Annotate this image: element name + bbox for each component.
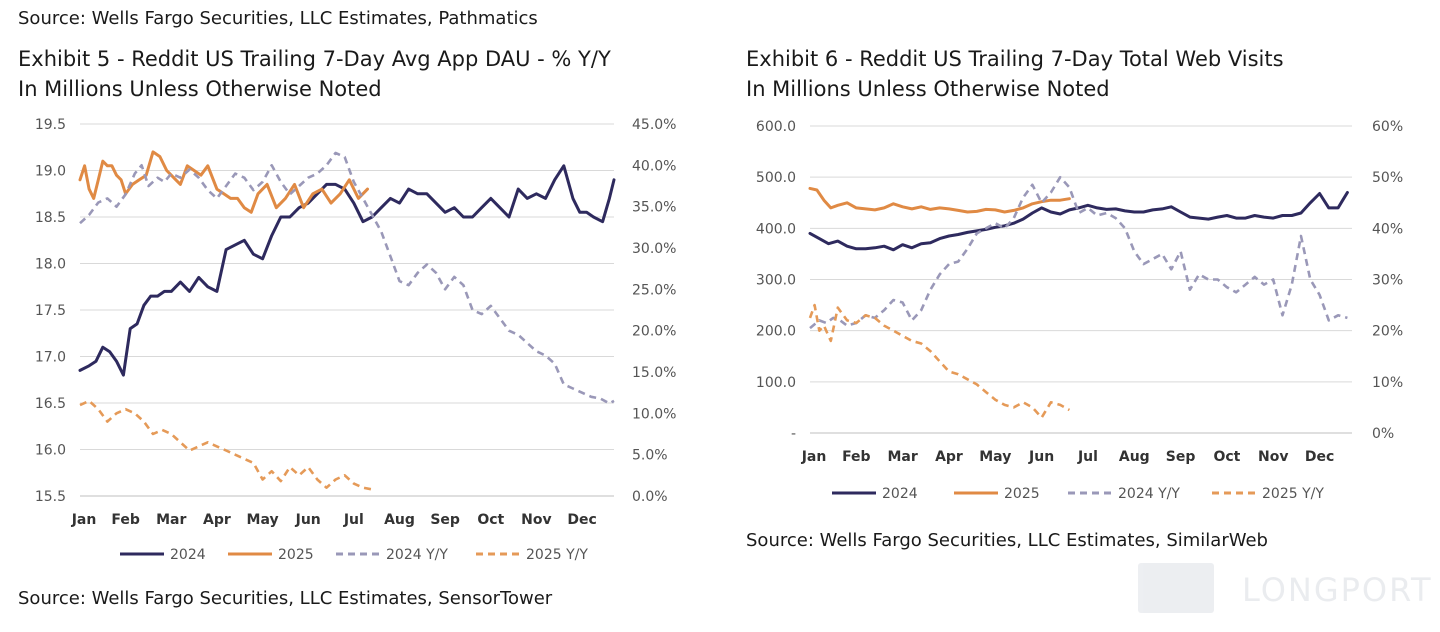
x-tick-label: Nov (521, 512, 551, 528)
y-tick-label: 18.0 (35, 257, 66, 273)
legend-label: 2024 Y/Y (1118, 486, 1180, 502)
legend-label: 2024 (882, 486, 918, 502)
y2-tick-label: 15.0% (632, 365, 676, 381)
x-tick-label: Apr (935, 449, 963, 465)
series-line-2025-y/y (79, 399, 373, 491)
y2-tick-label: 10.0% (632, 406, 676, 422)
y2-tick-label: 40.0% (632, 158, 676, 174)
x-tick-label: Dec (1305, 449, 1334, 465)
y2-tick-label: 20.0% (632, 324, 676, 340)
exhibit6-subtitle: In Millions Unless Otherwise Noted (746, 77, 1110, 101)
x-tick-label: Sep (430, 512, 460, 528)
y-tick-label: 300.0 (756, 273, 796, 289)
y-tick-label: 17.5 (35, 303, 66, 319)
exhibit6-title: Exhibit 6 - Reddit US Trailing 7-Day Tot… (746, 47, 1284, 71)
series-line-2025-y/y (808, 303, 1071, 419)
y2-tick-label: 0.0% (632, 489, 668, 505)
y-tick-label: 19.5 (35, 117, 66, 133)
y-tick-label: 400.0 (756, 221, 796, 237)
y2-tick-label: 10% (1372, 375, 1403, 391)
legend-label: 2024 (170, 547, 206, 563)
x-tick-label: Dec (567, 512, 596, 528)
watermark-text: LONGPORT (1242, 571, 1433, 609)
x-tick-label: Jun (295, 512, 321, 528)
x-tick-label: Apr (203, 512, 231, 528)
x-tick-label: Aug (384, 512, 415, 528)
series-line-2024-y/y (79, 151, 615, 405)
y2-tick-label: 45.0% (632, 117, 676, 133)
legend-label: 2025 (278, 547, 314, 563)
x-tick-label: Jul (343, 512, 364, 528)
y-tick-label: 100.0 (756, 375, 796, 391)
y-tick-label: 15.5 (35, 489, 66, 505)
series-line-2024-y/y (809, 175, 1348, 330)
x-tick-label: Jul (1077, 449, 1098, 465)
x-tick-label: Jan (801, 449, 827, 465)
legend-label: 2025 Y/Y (1262, 486, 1324, 502)
x-tick-label: May (979, 449, 1011, 465)
y-tick-label: - (791, 426, 796, 442)
y2-tick-label: 50% (1372, 170, 1403, 186)
x-tick-label: May (247, 512, 279, 528)
y-tick-label: 16.0 (35, 443, 66, 459)
legend-label: 2024 Y/Y (386, 547, 448, 563)
x-tick-label: Jan (71, 512, 97, 528)
y-tick-label: 200.0 (756, 324, 796, 340)
x-tick-label: Feb (842, 449, 871, 465)
exhibit5-source: Source: Wells Fargo Securities, LLC Esti… (18, 588, 553, 609)
y2-tick-label: 35.0% (632, 200, 676, 216)
x-tick-label: Oct (477, 512, 504, 528)
y-tick-label: 18.5 (35, 210, 66, 226)
x-tick-label: Mar (888, 449, 918, 465)
x-tick-label: Aug (1119, 449, 1150, 465)
y2-tick-label: 60% (1372, 119, 1403, 135)
exhibit6-source: Source: Wells Fargo Securities, LLC Esti… (746, 530, 1268, 551)
y-tick-label: 19.0 (35, 164, 66, 180)
exhibit5-title: Exhibit 5 - Reddit US Trailing 7-Day Avg… (18, 47, 611, 71)
series-line-2024 (78, 164, 616, 377)
legend-label: 2025 Y/Y (526, 547, 588, 563)
exhibit5-subtitle: In Millions Unless Otherwise Noted (18, 77, 382, 101)
y2-tick-label: 25.0% (632, 282, 676, 298)
y2-tick-label: 30.0% (632, 241, 676, 257)
y2-tick-label: 30% (1372, 273, 1403, 289)
y2-tick-label: 40% (1372, 221, 1403, 237)
y2-tick-label: 20% (1372, 324, 1403, 340)
x-tick-label: Sep (1166, 449, 1196, 465)
y2-tick-label: 5.0% (632, 448, 668, 464)
x-tick-label: Nov (1258, 449, 1288, 465)
top-source: Source: Wells Fargo Securities, LLC Esti… (18, 8, 538, 29)
legend-label: 2025 (1004, 486, 1040, 502)
x-tick-label: Feb (111, 512, 140, 528)
y-tick-label: 17.0 (35, 350, 66, 366)
x-tick-label: Mar (156, 512, 186, 528)
series-line-2024 (808, 191, 1349, 252)
x-tick-label: Jun (1028, 449, 1054, 465)
exhibit6-chart: - 100.0 200.0 300.0 400.0 500.0 600.0 0% 10% 20% 3… (756, 119, 1403, 502)
y-tick-label: 600.0 (756, 119, 796, 135)
x-tick-label: Oct (1213, 449, 1240, 465)
watermark: LONGPORT (1138, 563, 1431, 615)
series-line-2025 (808, 186, 1071, 214)
y-tick-label: 500.0 (756, 170, 796, 186)
watermark-logo-icon (1138, 563, 1214, 613)
series-line-2025 (78, 150, 369, 214)
y2-tick-label: 0% (1372, 426, 1394, 442)
y-tick-label: 16.5 (35, 396, 66, 412)
exhibit5-chart: 15.5 16.0 16.5 17.0 17.5 18.0 18.5 19.0 19.5 0.0%… (35, 117, 677, 563)
